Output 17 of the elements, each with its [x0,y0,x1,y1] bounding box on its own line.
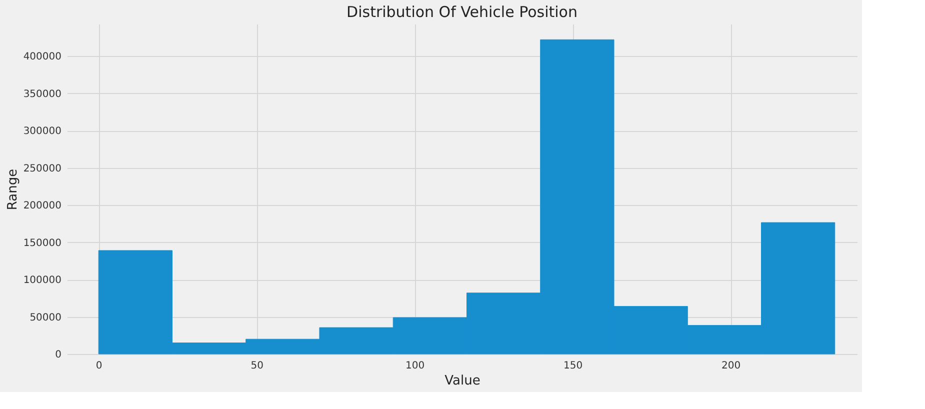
y-tick-label: 200000 [23,200,62,212]
x-tick-label: 50 [250,360,264,372]
x-tick-label: 150 [564,360,583,372]
x-tick-label: 100 [406,360,425,372]
y-tick-label: 0 [55,350,62,360]
y-tick-label: 400000 [23,52,62,63]
x-tick-label: 0 [96,360,102,372]
y-tick-label: 350000 [23,88,62,100]
y-tick-label: 50000 [30,312,62,324]
x-tick-label: 200 [722,360,741,372]
x-axis-title: Value [444,374,480,388]
y-tick-label: 250000 [23,163,62,174]
y-axis-title: Range [5,168,20,210]
y-tick-label: 150000 [23,238,62,249]
y-tick-label: 300000 [23,126,62,138]
chart-title: Distribution Of Vehicle Position [346,3,578,21]
y-tick-label: 100000 [23,275,62,286]
